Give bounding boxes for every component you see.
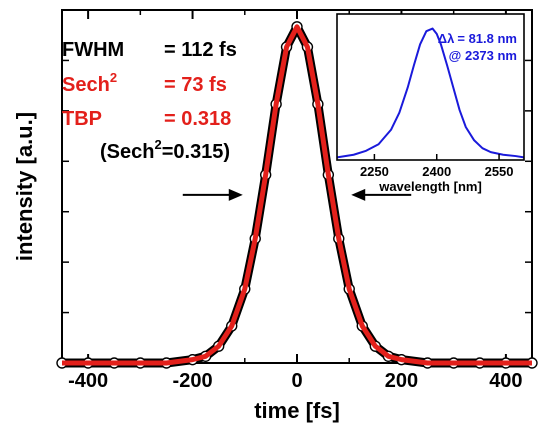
main-x-tick-label: 400 — [489, 370, 522, 392]
main-x-axis-label: time [fs] — [254, 398, 340, 423]
fwhm-arrow-left-head — [228, 188, 243, 201]
inset-plot-frame — [336, 13, 525, 161]
inset-x-axis-label: wavelength [nm] — [378, 179, 482, 194]
annotation-tbp-value: = 0.318 — [164, 108, 231, 130]
inset-x-tick-label: 2250 — [360, 164, 389, 179]
inset-axis-ticks: 2250 2400 2550 — [360, 154, 514, 179]
sech2-fit-line — [62, 24, 532, 366]
annotation-fwhm-label: FWHM — [62, 39, 124, 61]
inset-annotation-center: @ 2373 nm — [449, 48, 517, 63]
fwhm-arrows — [182, 188, 412, 201]
inset-annotations: Δλ = 81.8 nm @ 2373 nm — [438, 31, 517, 63]
main-y-axis-label: intensity [a.u.] — [12, 112, 37, 261]
annotation-sech2-value: = 73 fs — [164, 74, 227, 96]
annotation-sech2-tbp-sup: 2 — [154, 137, 161, 152]
annotation-tbp-label: TBP — [62, 108, 102, 130]
main-x-tick-label: -400 — [68, 370, 108, 392]
inset-x-tick-label: 2400 — [422, 164, 451, 179]
annotation-sech2-tbp-pre: (Sech — [100, 141, 154, 163]
inset-spectrum-plot: 2250 2400 2550 wavelength [nm] Δλ = 81.8 nm… — [336, 13, 525, 194]
main-series-layer — [56, 21, 538, 369]
inset-x-tick-label: 2550 — [485, 164, 514, 179]
annotation-sech2-tbp: (Sech2=0.315) — [100, 137, 230, 163]
inset-series-layer — [336, 27, 525, 159]
inset-annotation-bandwidth-value: = 81.8 nm — [457, 31, 517, 46]
fwhm-arrow-right-head — [351, 188, 366, 201]
main-x-tick-label: 0 — [291, 370, 302, 392]
pulse-parameter-annotations: FWHM = 112 fs Sech2 = 73 fs TBP = 0.318 … — [62, 39, 237, 163]
inset-annotation-delta-lambda: Δλ — [438, 31, 455, 46]
annotation-sech2-label-sup: 2 — [110, 70, 117, 85]
main-x-tick-label: 200 — [385, 370, 418, 392]
main-plot: -400 -200 0 200 400 time [fs] intensity [a.u… — [12, 9, 538, 423]
inset-spectrum-line — [336, 27, 525, 159]
annotation-fwhm-value: = 112 fs — [164, 39, 237, 61]
annotation-sech2-label-base: Sech — [62, 74, 110, 96]
annotation-sech2-tbp-post: =0.315) — [162, 141, 230, 163]
inset-background — [337, 14, 524, 160]
main-x-tick-label: -200 — [173, 370, 213, 392]
inset-annotation-bandwidth: Δλ = 81.8 nm — [438, 31, 517, 46]
annotation-sech2-label: Sech2 — [62, 70, 117, 96]
